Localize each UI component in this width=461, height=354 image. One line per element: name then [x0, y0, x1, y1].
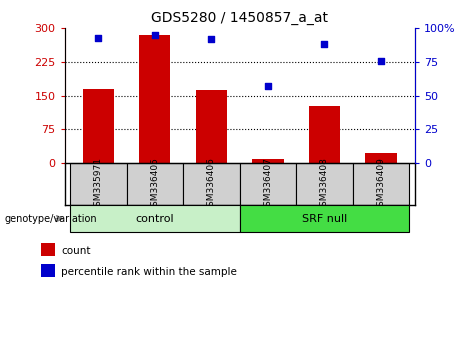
Point: [151, 32, 159, 38]
Bar: [353, 163, 409, 205]
Bar: [196, 90, 227, 163]
Text: percentile rank within the sample: percentile rank within the sample: [61, 267, 237, 277]
Text: GSM335971: GSM335971: [94, 157, 103, 212]
Bar: [83, 89, 114, 163]
Text: GSM336405: GSM336405: [150, 157, 160, 212]
Text: GSM336407: GSM336407: [264, 157, 272, 212]
Bar: [70, 205, 240, 232]
Point: [264, 84, 272, 89]
Bar: [309, 105, 340, 163]
Text: count: count: [61, 246, 91, 256]
Bar: [41, 243, 55, 256]
Bar: [70, 163, 127, 205]
Title: GDS5280 / 1450857_a_at: GDS5280 / 1450857_a_at: [151, 11, 328, 24]
Bar: [240, 205, 409, 232]
Bar: [41, 264, 55, 277]
Text: control: control: [136, 213, 174, 224]
Bar: [240, 163, 296, 205]
Bar: [253, 159, 284, 163]
Bar: [366, 153, 396, 163]
Text: SRF null: SRF null: [302, 213, 347, 224]
Bar: [183, 163, 240, 205]
Text: GSM336406: GSM336406: [207, 157, 216, 212]
Bar: [139, 35, 171, 163]
Point: [377, 58, 384, 63]
Text: GSM336408: GSM336408: [320, 157, 329, 212]
Bar: [127, 163, 183, 205]
Text: genotype/variation: genotype/variation: [5, 213, 97, 224]
Point: [208, 36, 215, 42]
Point: [321, 42, 328, 47]
Point: [95, 35, 102, 41]
Text: GSM336409: GSM336409: [377, 157, 385, 212]
Bar: [296, 163, 353, 205]
